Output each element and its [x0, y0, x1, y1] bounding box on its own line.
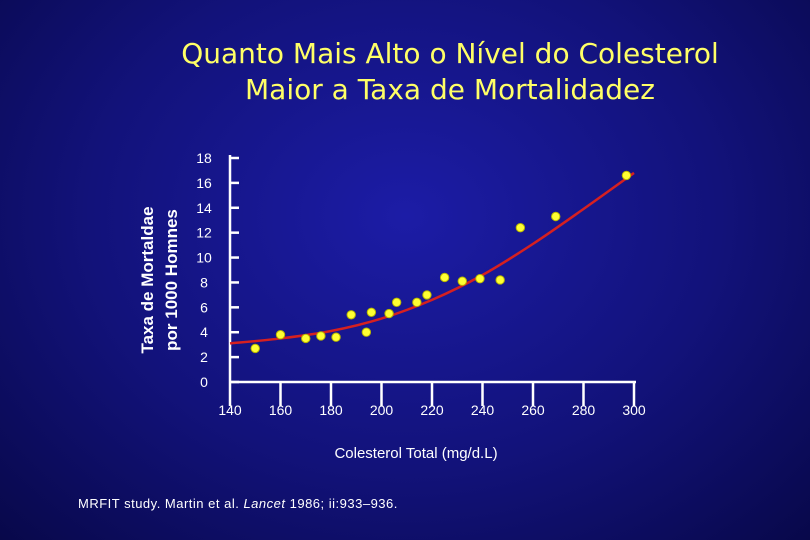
data-point: [384, 308, 394, 319]
data-point: [366, 307, 377, 318]
y-tick-label: 8: [200, 274, 208, 290]
x-tick-label: 260: [521, 402, 545, 418]
x-tick-label: 300: [622, 402, 646, 418]
data-point: [422, 290, 432, 300]
data-point: [515, 222, 526, 233]
chart-title: Quanto Mais Alto o Nível do Colesterol M…: [0, 36, 810, 108]
x-tick-label: 180: [319, 402, 343, 418]
data-point: [412, 297, 422, 308]
data-point: [250, 343, 260, 354]
y-tick-label: 16: [196, 175, 212, 191]
y-tick-label: 10: [196, 250, 212, 266]
data-point: [621, 170, 632, 181]
data-point: [439, 272, 450, 283]
citation-details: 1986; ii:933–936.: [285, 496, 398, 511]
y-tick-label: 4: [200, 324, 208, 340]
y-tick-label: 14: [196, 200, 212, 216]
data-point: [275, 330, 286, 340]
y-tick-label: 18: [196, 150, 212, 166]
x-tick-label: 280: [572, 402, 596, 418]
data-point: [495, 275, 505, 285]
data-point: [391, 297, 402, 308]
citation: MRFIT study. Martin et al. Lancet 1986; …: [78, 496, 398, 511]
x-tick-label: 140: [218, 402, 242, 418]
data-point: [475, 274, 485, 284]
y-tick-label: 6: [200, 299, 208, 315]
title-line-2: Maior a Taxa de Mortalidadez: [245, 73, 655, 106]
data-point: [331, 332, 341, 342]
x-ticks: 140 160 180 200 220 240 260 280 300: [218, 382, 646, 418]
y-tick-label: 12: [196, 225, 212, 241]
data-point: [361, 327, 372, 337]
data-point: [551, 211, 561, 222]
y-axis-title: Taxa de Mortaldae por 1000 Homnes: [138, 206, 181, 353]
y-axis-title-line-2: por 1000 Homnes: [162, 209, 181, 351]
y-tick-label: 2: [200, 349, 208, 365]
citation-text: MRFIT study. Martin et al.: [78, 496, 244, 511]
axes: [228, 155, 636, 384]
x-tick-label: 240: [471, 402, 495, 418]
x-tick-label: 220: [420, 402, 444, 418]
x-tick-label: 200: [370, 402, 394, 418]
data-point: [457, 276, 467, 286]
title-line-1: Quanto Mais Alto o Nível do Colesterol: [181, 37, 719, 70]
x-tick-label: 160: [269, 402, 293, 418]
citation-journal: Lancet: [243, 496, 286, 511]
y-tick-label: 0: [200, 374, 208, 390]
data-point: [346, 310, 356, 320]
y-axis-title-line-1: Taxa de Mortaldae: [138, 206, 157, 353]
y-ticks: 0 2 4 6 8 10 12 14 16 18: [196, 150, 239, 390]
trend-line: [229, 171, 635, 345]
data-point: [316, 331, 326, 341]
x-axis-title: Colesterol Total (mg/d.L): [334, 445, 497, 462]
data-point: [301, 333, 311, 344]
data-points: [250, 170, 632, 354]
